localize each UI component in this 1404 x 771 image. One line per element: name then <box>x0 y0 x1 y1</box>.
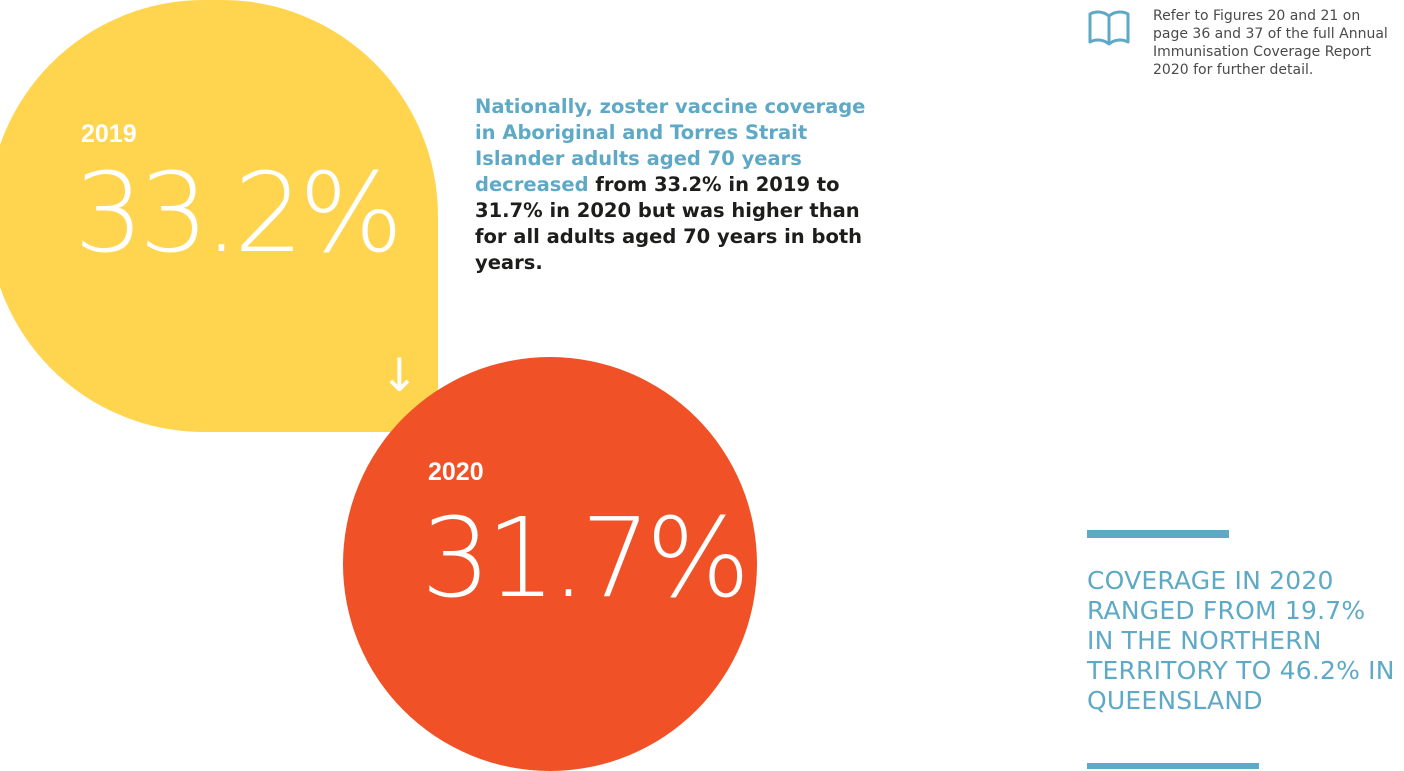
year-2020-circle <box>343 357 757 771</box>
arrow-down-icon: ↓ <box>380 348 419 402</box>
callout-top-rule <box>1087 530 1229 538</box>
reference-note: Refer to Figures 20 and 21 on page 36 an… <box>1153 8 1388 78</box>
coverage-2020-value: 31.7% <box>421 494 750 622</box>
year-2019-bubble <box>0 0 438 432</box>
coverage-statement: Nationally, zoster vaccine coverage in A… <box>475 94 885 276</box>
open-book-icon <box>1088 10 1130 46</box>
statement-body: from 33.2% in 2019 to 31.7% in 2020 but … <box>475 173 863 274</box>
year-2020-label: 2020 <box>428 458 484 486</box>
range-callout: COVERAGE IN 2020 RANGED FROM 19.7% IN TH… <box>1087 566 1395 715</box>
callout-bottom-rule <box>1087 763 1259 769</box>
year-2019-label: 2019 <box>81 120 137 148</box>
statement-highlight: Nationally, zoster vaccine coverage in A… <box>475 95 866 196</box>
coverage-2019-value: 33.2% <box>74 149 403 277</box>
